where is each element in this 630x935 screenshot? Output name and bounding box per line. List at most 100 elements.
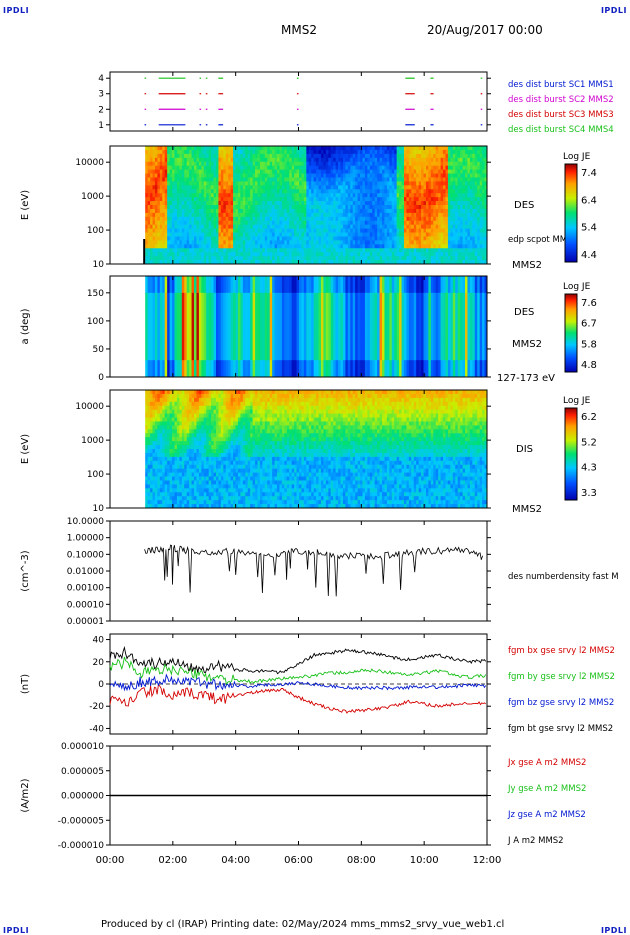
- des-energy-cell: [350, 174, 353, 178]
- des-energy-cell: [226, 166, 229, 170]
- des-pitch-cell: [416, 293, 419, 310]
- des-energy-cell: [341, 256, 344, 260]
- des-energy-cell: [228, 244, 231, 248]
- des-pitch-cell: [209, 293, 212, 310]
- des-pitch-cell: [360, 343, 363, 360]
- des-energy-cell: [297, 209, 300, 213]
- des-energy-cell: [245, 197, 248, 201]
- des-energy-cell: [177, 162, 180, 166]
- des-energy-cell: [240, 177, 243, 181]
- des-pitch-cell: [333, 310, 336, 327]
- des-energy-cell: [216, 158, 219, 162]
- des-energy-cell: [165, 252, 168, 256]
- des-energy-cell: [382, 181, 385, 185]
- des-pitch-cell: [353, 293, 356, 310]
- des-energy-cell: [260, 185, 263, 189]
- des-energy-cell: [358, 225, 361, 229]
- des-pitch-cell: [160, 360, 163, 377]
- des-energy-cell: [392, 213, 395, 217]
- des-energy-cell: [279, 170, 282, 174]
- des-energy-cell: [201, 248, 204, 252]
- des-energy-cell: [236, 225, 239, 229]
- des-energy-cell: [455, 240, 458, 244]
- des-energy-cell: [402, 166, 405, 170]
- des-energy-cell: [328, 177, 331, 181]
- des-energy-cell: [184, 158, 187, 162]
- des-energy-cell: [170, 244, 173, 248]
- des-energy-cell: [145, 150, 148, 154]
- des-energy-cell: [262, 217, 265, 221]
- des-energy-cell: [353, 209, 356, 213]
- des-energy-cell: [333, 201, 336, 205]
- des-energy-cell: [160, 185, 163, 189]
- des-energy-cell: [272, 217, 275, 221]
- des-pitch-cell: [387, 293, 390, 310]
- des-energy-cell: [421, 162, 424, 166]
- des-energy-cell: [397, 154, 400, 158]
- des-energy-cell: [179, 146, 182, 150]
- des-energy-cell: [153, 205, 156, 209]
- des-energy-cell: [453, 170, 456, 174]
- des-energy-cell: [145, 209, 148, 213]
- des-pitch-cell: [257, 327, 260, 344]
- des-energy-cell: [470, 189, 473, 193]
- des-pitch-cell: [279, 360, 282, 377]
- des-energy-cell: [284, 174, 287, 178]
- des-energy-cell: [284, 252, 287, 256]
- des-energy-cell: [336, 150, 339, 154]
- des-energy-cell: [355, 256, 358, 260]
- des-energy-cell: [362, 185, 365, 189]
- des-energy-cell: [170, 154, 173, 158]
- des-energy-cell: [402, 193, 405, 197]
- des-energy-cell: [426, 193, 429, 197]
- des-energy-cell: [160, 193, 163, 197]
- des-energy-cell: [309, 221, 312, 225]
- des-energy-cell: [367, 225, 370, 229]
- des-energy-cell: [299, 256, 302, 260]
- des-pitch-cell: [214, 360, 217, 377]
- des-energy-cell: [421, 174, 424, 178]
- des-energy-cell: [265, 181, 268, 185]
- des-pitch-cell: [223, 276, 226, 293]
- des-energy-cell: [233, 174, 236, 178]
- des-pitch-cell: [375, 293, 378, 310]
- des-energy-cell: [157, 185, 160, 189]
- des-energy-cell: [221, 236, 224, 240]
- des-energy-cell: [355, 170, 358, 174]
- des-energy-cell: [174, 248, 177, 252]
- des-energy-cell: [436, 252, 439, 256]
- des-pitch-cell: [192, 276, 195, 293]
- des-energy-cell: [319, 225, 322, 229]
- des-energy-cell: [309, 225, 312, 229]
- des-energy-cell: [453, 193, 456, 197]
- des-energy-cell: [416, 205, 419, 209]
- des-pitch-cell: [277, 276, 280, 293]
- des-energy-cell: [406, 240, 409, 244]
- des-energy-cell: [316, 162, 319, 166]
- des-energy-cell: [321, 252, 324, 256]
- des-energy-cell: [465, 217, 468, 221]
- des-energy-cell: [209, 256, 212, 260]
- des-energy-cell: [463, 201, 466, 205]
- des-energy-cell: [482, 197, 485, 201]
- des-energy-cell: [460, 205, 463, 209]
- des-energy-cell: [472, 248, 475, 252]
- des-energy-cell: [240, 201, 243, 205]
- des-energy-cell: [433, 225, 436, 229]
- des-energy-cell: [174, 213, 177, 217]
- des-pitch-cell: [231, 343, 234, 360]
- des-energy-cell: [172, 170, 175, 174]
- des-energy-cell: [480, 193, 483, 197]
- des-pitch-cell: [436, 293, 439, 310]
- des-energy-cell: [377, 205, 380, 209]
- des-energy-cell: [443, 256, 446, 260]
- des-energy-cell: [177, 244, 180, 248]
- des-energy-cell: [218, 193, 221, 197]
- des-energy-cell: [265, 236, 268, 240]
- des-energy-cell: [174, 146, 177, 150]
- des-energy-cell: [148, 189, 151, 193]
- des-energy-cell: [189, 158, 192, 162]
- des-pitch-cell: [350, 327, 353, 344]
- des-energy-cell: [465, 205, 468, 209]
- des-energy-cell: [353, 256, 356, 260]
